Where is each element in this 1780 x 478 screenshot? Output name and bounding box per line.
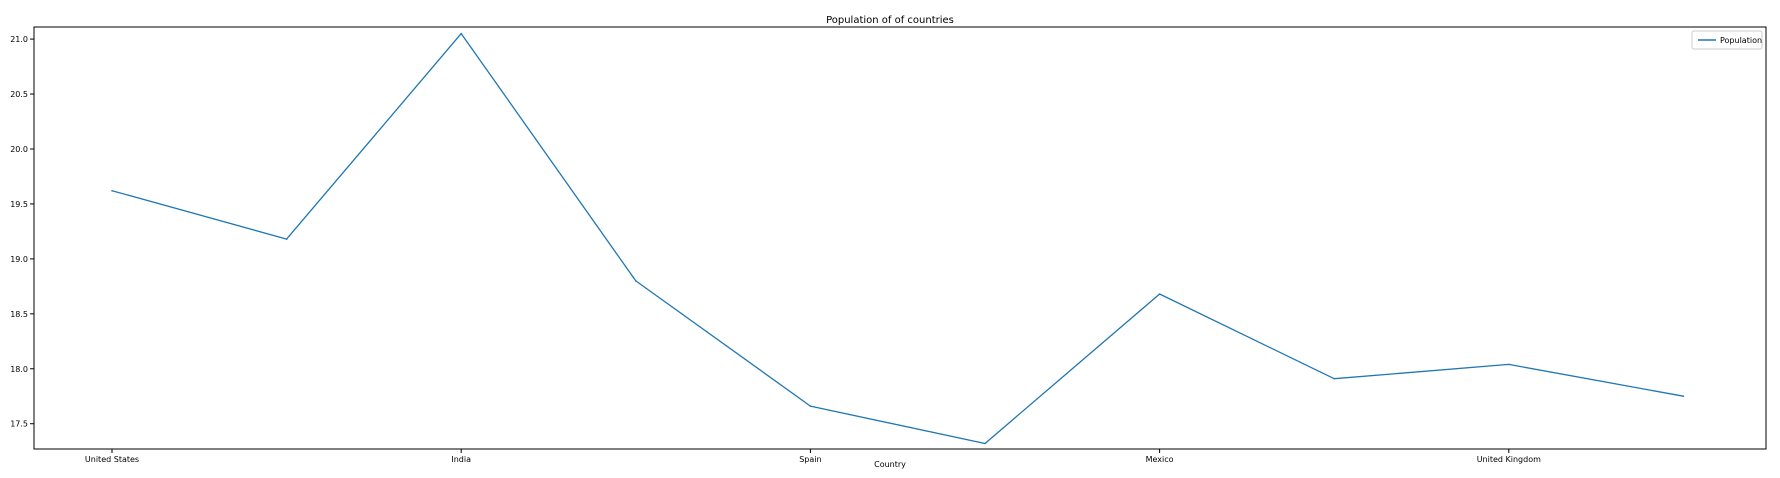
y-tick-label: 19.5 <box>10 200 28 209</box>
y-tick-label: 19.0 <box>10 255 28 264</box>
data-point <box>285 238 288 240</box>
data-point <box>111 189 113 192</box>
chart-title: Population of of countries <box>826 15 954 26</box>
data-point <box>1508 363 1510 366</box>
x-tick-label: Mexico <box>1146 455 1174 464</box>
y-tick-label: 20.0 <box>10 145 28 154</box>
plot-frame <box>33 26 1767 450</box>
data-point <box>1333 377 1335 380</box>
y-tick-label: 17.5 <box>10 420 28 429</box>
data-point <box>984 442 986 445</box>
data-point <box>460 32 463 35</box>
data-point <box>635 280 637 282</box>
data-point <box>1158 293 1161 295</box>
x-tick-label: United States <box>85 455 139 464</box>
y-tick-label: 20.5 <box>10 90 28 99</box>
y-tick-label: 18.5 <box>10 310 28 319</box>
y-tick-label: 21.0 <box>10 35 28 44</box>
x-tick-label: United Kingdom <box>1477 455 1541 464</box>
legend-box <box>1691 30 1763 50</box>
data-point <box>809 405 812 407</box>
series-line-population <box>111 32 1684 445</box>
y-tick-label: 18.0 <box>10 365 28 374</box>
legend-label: Population <box>1720 36 1762 45</box>
x-axis-label: Country <box>874 460 906 469</box>
x-tick-label: India <box>451 455 471 464</box>
plot-area: 17.5 18.0 18.5 19.0 19.5 20.0 20.5 21.0 United S… <box>10 26 1767 464</box>
x-tick-label: Spain <box>799 455 821 464</box>
data-point <box>1682 395 1685 398</box>
